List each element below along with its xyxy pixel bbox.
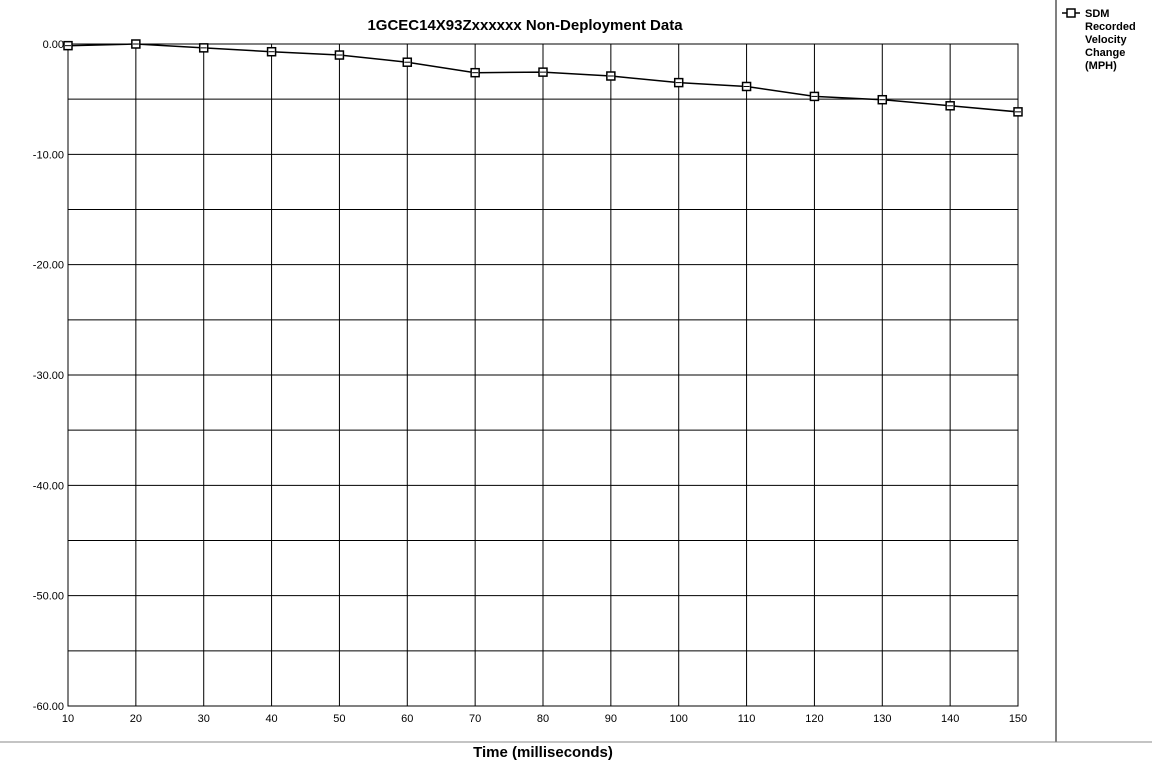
legend-label: Velocity xyxy=(1085,34,1127,46)
y-tick-label: -10.00 xyxy=(33,149,64,161)
x-tick-label: 130 xyxy=(873,713,891,725)
y-tick-label: -30.00 xyxy=(33,370,64,382)
x-tick-label: 70 xyxy=(469,713,481,725)
legend-swatch-marker xyxy=(1066,8,1076,18)
y-tick-label: 0.00 xyxy=(43,39,64,51)
x-tick-label: 140 xyxy=(941,713,959,725)
legend-label: (MPH) xyxy=(1085,60,1117,72)
legend-label: SDM xyxy=(1085,8,1109,20)
y-tick-label: -20.00 xyxy=(33,260,64,272)
series xyxy=(63,39,1023,117)
x-tick-label: 80 xyxy=(537,713,549,725)
legend-label: Recorded xyxy=(1085,21,1136,33)
axes: 0.00 -10.00 -20.00 -30.00 -40.00 -50.00 -60.00… xyxy=(33,39,1027,725)
y-tick-label: -40.00 xyxy=(33,480,64,492)
plot-border xyxy=(67,43,1019,707)
x-tick-label: 90 xyxy=(605,713,617,725)
x-tick-label: 150 xyxy=(1009,713,1027,725)
y-tick-label: -60.00 xyxy=(33,701,64,713)
legend-label: Change xyxy=(1085,47,1125,59)
x-tick-label: 10 xyxy=(62,713,74,725)
x-tick-label: 50 xyxy=(333,713,345,725)
y-tick-label: -50.00 xyxy=(33,591,64,603)
x-tick-label: 30 xyxy=(198,713,210,725)
x-tick-label: 40 xyxy=(265,713,277,725)
chart-title: 1GCEC14X93Zxxxxxx Non-Deployment Data xyxy=(367,17,683,34)
x-tick-label: 110 xyxy=(738,713,756,725)
x-tick-label: 60 xyxy=(401,713,413,725)
x-axis-title: Time (milliseconds) xyxy=(473,744,613,761)
x-tick-label: 120 xyxy=(805,713,823,725)
x-tick-label: 100 xyxy=(670,713,688,725)
x-tick-label: 20 xyxy=(130,713,142,725)
